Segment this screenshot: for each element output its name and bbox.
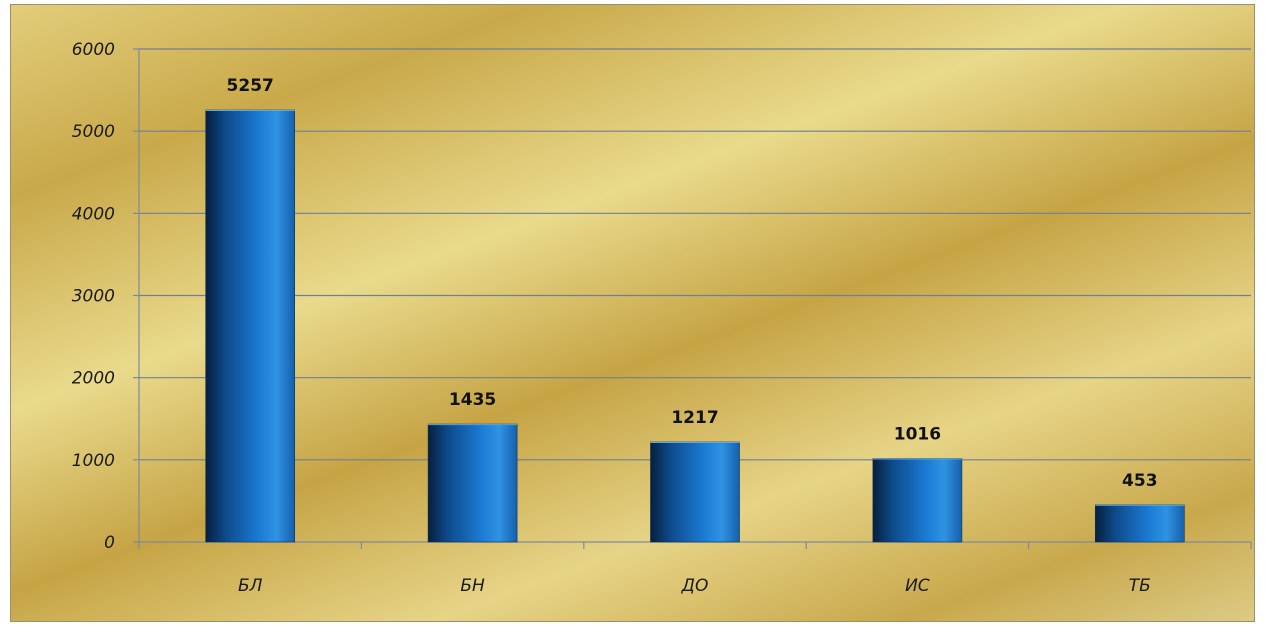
data-label: 453 [1122, 471, 1158, 491]
bar-БЛ [205, 109, 295, 543]
y-tick-label: 0 [104, 533, 115, 553]
x-axis-tick-labels: БЛ БН ДО ИС ТБ [238, 576, 1151, 596]
data-labels: 5257 1435 1217 1016 453 [227, 76, 1158, 491]
x-tick-label: ТБ [1129, 576, 1151, 596]
bar-БН [427, 423, 518, 543]
data-label: 1435 [449, 390, 496, 410]
bar-ИС [872, 458, 963, 543]
data-label: 1217 [671, 408, 718, 428]
x-tick-label: ДО [681, 576, 709, 596]
gridlines [139, 48, 1251, 461]
data-label: 5257 [227, 76, 274, 96]
bars [205, 109, 1185, 543]
y-tick-label: 1000 [72, 451, 115, 471]
y-tick-label: 6000 [72, 40, 115, 60]
bar-chart: 0 1000 2000 3000 4000 5000 6000 5257 1435 1217 10… [72, 40, 1252, 596]
bar-ТБ [1095, 504, 1185, 543]
x-tick-label: БЛ [238, 576, 263, 596]
data-label: 1016 [894, 425, 941, 445]
y-tick-label: 3000 [72, 287, 115, 307]
chart-frame: 0 1000 2000 3000 4000 5000 6000 5257 1435 1217 10… [10, 4, 1255, 622]
x-tick-label: ИС [905, 576, 930, 596]
y-axis-tick-labels: 0 1000 2000 3000 4000 5000 6000 [72, 40, 115, 553]
y-tick-label: 5000 [72, 122, 115, 142]
x-tick-label: БН [460, 576, 485, 596]
y-tick-label: 2000 [72, 369, 115, 389]
bar-ДО [650, 441, 740, 543]
y-tick-label: 4000 [72, 204, 115, 224]
